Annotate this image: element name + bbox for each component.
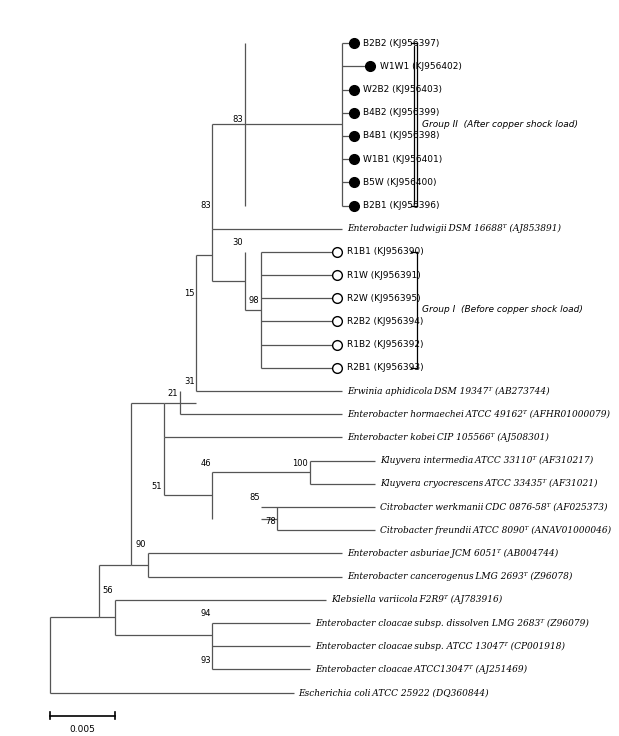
Text: Enterobacter cancerogenus LMG 2693ᵀ (Z96078): Enterobacter cancerogenus LMG 2693ᵀ (Z96… [347,572,573,581]
Text: 56: 56 [103,586,113,595]
Text: W1B1 (KJ956401): W1B1 (KJ956401) [363,155,443,163]
Text: 93: 93 [200,656,211,665]
Text: Enterobacter cloacae ATCC13047ᵀ (AJ251469): Enterobacter cloacae ATCC13047ᵀ (AJ25146… [314,665,527,674]
Text: 100: 100 [293,459,308,467]
Text: Group I  (Before copper shock load): Group I (Before copper shock load) [422,305,582,314]
Text: B4B2 (KJ956399): B4B2 (KJ956399) [363,108,440,117]
Text: B2B2 (KJ956397): B2B2 (KJ956397) [363,39,440,48]
Text: 98: 98 [249,297,259,305]
Text: Citrobacter werkmanii CDC 0876-58ᵀ (AF025373): Citrobacter werkmanii CDC 0876-58ᵀ (AF02… [379,503,607,512]
Text: Enterobacter ludwigii DSM 16688ᵀ (AJ853891): Enterobacter ludwigii DSM 16688ᵀ (AJ8538… [347,224,561,233]
Text: Kluyvera intermedia ATCC 33110ᵀ (AF310217): Kluyvera intermedia ATCC 33110ᵀ (AF31021… [379,456,593,465]
Text: 46: 46 [200,459,211,467]
Text: Enterobacter cloacae subsp. dissolven LMG 2683ᵀ (Z96079): Enterobacter cloacae subsp. dissolven LM… [314,618,589,628]
Text: R2B2 (KJ956394): R2B2 (KJ956394) [347,317,423,326]
Text: W1W1 (KJ956402): W1W1 (KJ956402) [379,62,462,71]
Text: 83: 83 [200,201,211,210]
Text: 0.005: 0.005 [69,725,95,734]
Text: 94: 94 [201,609,211,618]
Text: 90: 90 [136,539,146,549]
Text: B5W (KJ956400): B5W (KJ956400) [363,178,437,187]
Text: 30: 30 [233,238,243,247]
Text: Erwinia aphidicola DSM 19347ᵀ (AB273744): Erwinia aphidicola DSM 19347ᵀ (AB273744) [347,386,550,396]
Text: Klebsiella variicola F2R9ᵀ (AJ783916): Klebsiella variicola F2R9ᵀ (AJ783916) [331,595,502,604]
Text: R1W (KJ956391): R1W (KJ956391) [347,271,421,280]
Text: R1B2 (KJ956392): R1B2 (KJ956392) [347,340,424,349]
Text: 15: 15 [184,289,194,298]
Text: Enterobacter cloacae subsp. ATCC 13047ᵀ (CP001918): Enterobacter cloacae subsp. ATCC 13047ᵀ … [314,642,565,651]
Text: 85: 85 [249,493,259,503]
Text: Escherichia coli ATCC 25922 (DQ360844): Escherichia coli ATCC 25922 (DQ360844) [298,688,489,697]
Text: 21: 21 [168,389,178,398]
Text: B2B1 (KJ956396): B2B1 (KJ956396) [363,201,440,210]
Text: W2B2 (KJ956403): W2B2 (KJ956403) [363,85,443,94]
Text: Citrobacter freundii ATCC 8090ᵀ (ANAV01000046): Citrobacter freundii ATCC 8090ᵀ (ANAV010… [379,526,611,535]
Text: R2W (KJ956395): R2W (KJ956395) [347,294,421,302]
Text: 51: 51 [152,482,162,491]
Text: R2B1 (KJ956393): R2B1 (KJ956393) [347,364,424,372]
Text: 83: 83 [233,116,243,124]
Text: R1B1 (KJ956390): R1B1 (KJ956390) [347,247,424,256]
Text: Enterobacter kobei CIP 105566ᵀ (AJ508301): Enterobacter kobei CIP 105566ᵀ (AJ508301… [347,433,549,442]
Text: Group II  (After copper shock load): Group II (After copper shock load) [422,120,578,129]
Text: 31: 31 [184,378,194,386]
Text: 78: 78 [265,517,276,526]
Text: Kluyvera cryocrescens ATCC 33435ᵀ (AF31021): Kluyvera cryocrescens ATCC 33435ᵀ (AF310… [379,479,597,489]
Text: B4B1 (KJ956398): B4B1 (KJ956398) [363,132,440,141]
Text: Enterobacter asburiae JCM 6051ᵀ (AB004744): Enterobacter asburiae JCM 6051ᵀ (AB00474… [347,549,558,558]
Text: Enterobacter hormaechei ATCC 49162ᵀ (AFHR01000079): Enterobacter hormaechei ATCC 49162ᵀ (AFH… [347,410,610,419]
